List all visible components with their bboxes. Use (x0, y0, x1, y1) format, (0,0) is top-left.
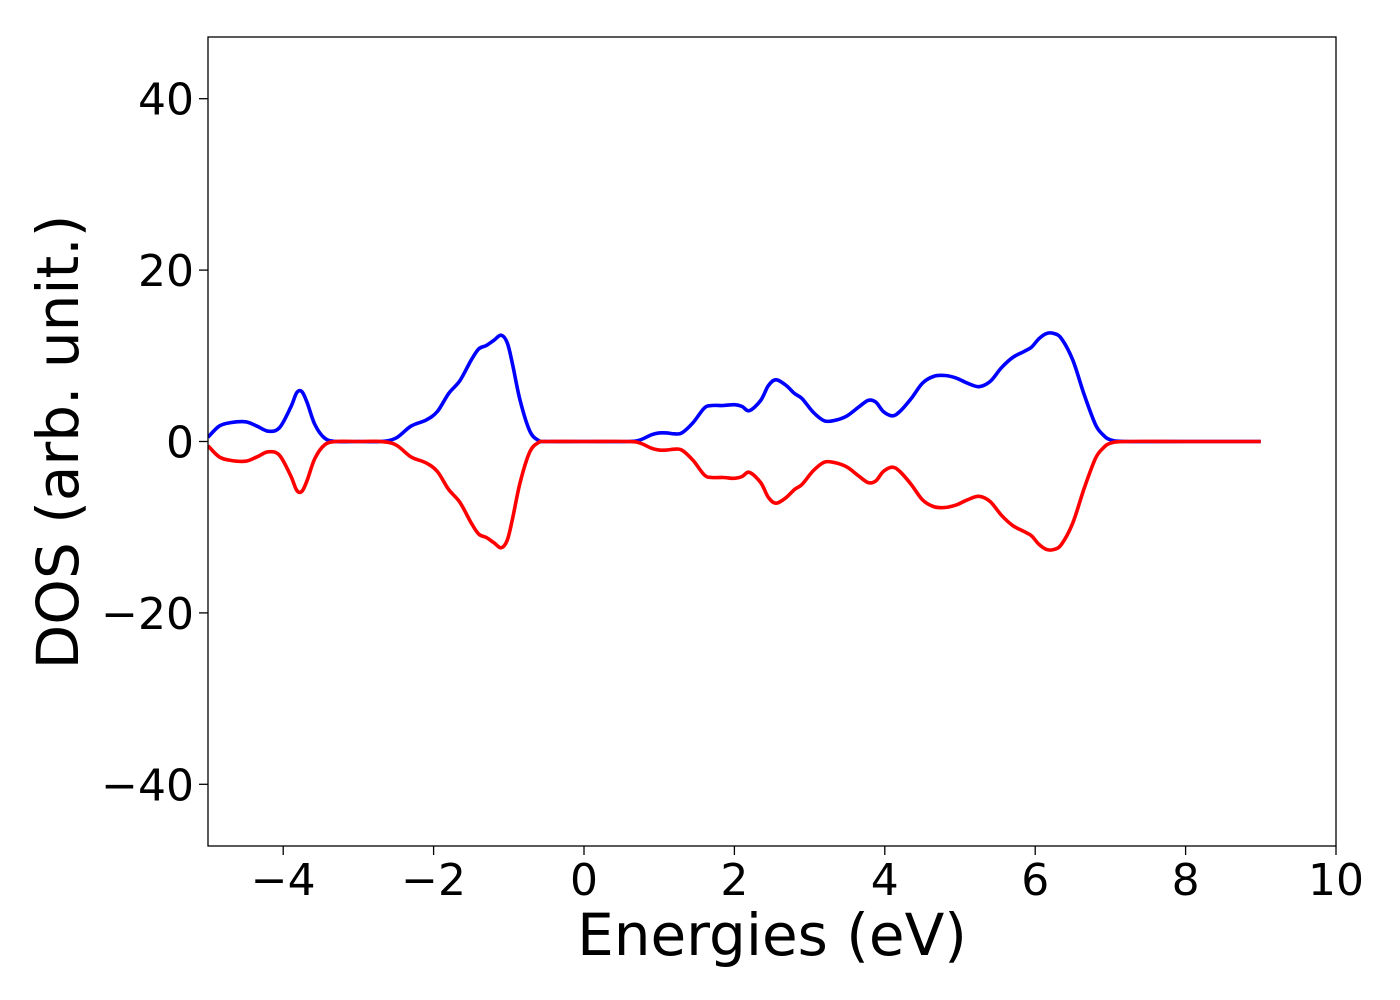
y-axis: −40 −20 0 20 40 (101, 75, 208, 811)
x-tick-label: 2 (720, 855, 748, 906)
y-tick-label: 20 (138, 246, 194, 297)
x-tick-label: 0 (570, 855, 598, 906)
x-tick-label: 6 (1021, 855, 1049, 906)
y-tick-label: 0 (166, 418, 194, 469)
y-axis-title: DOS (arb. unit.) (24, 215, 92, 670)
y-tick-label: 40 (138, 75, 194, 126)
x-tick-label: −4 (251, 855, 316, 906)
x-tick-label: −2 (401, 855, 466, 906)
series-line-2 (208, 439, 1261, 552)
x-tick-label: 4 (871, 855, 899, 906)
x-axis: −4 −2 0 2 4 6 8 10 (251, 846, 1364, 906)
x-tick-label: 10 (1308, 855, 1364, 906)
x-tick-label: 8 (1172, 855, 1200, 906)
y-tick-label: −40 (101, 760, 194, 811)
y-tick-label: −20 (101, 589, 194, 640)
series-layer (208, 331, 1261, 552)
x-axis-title: Energies (eV) (577, 901, 967, 969)
